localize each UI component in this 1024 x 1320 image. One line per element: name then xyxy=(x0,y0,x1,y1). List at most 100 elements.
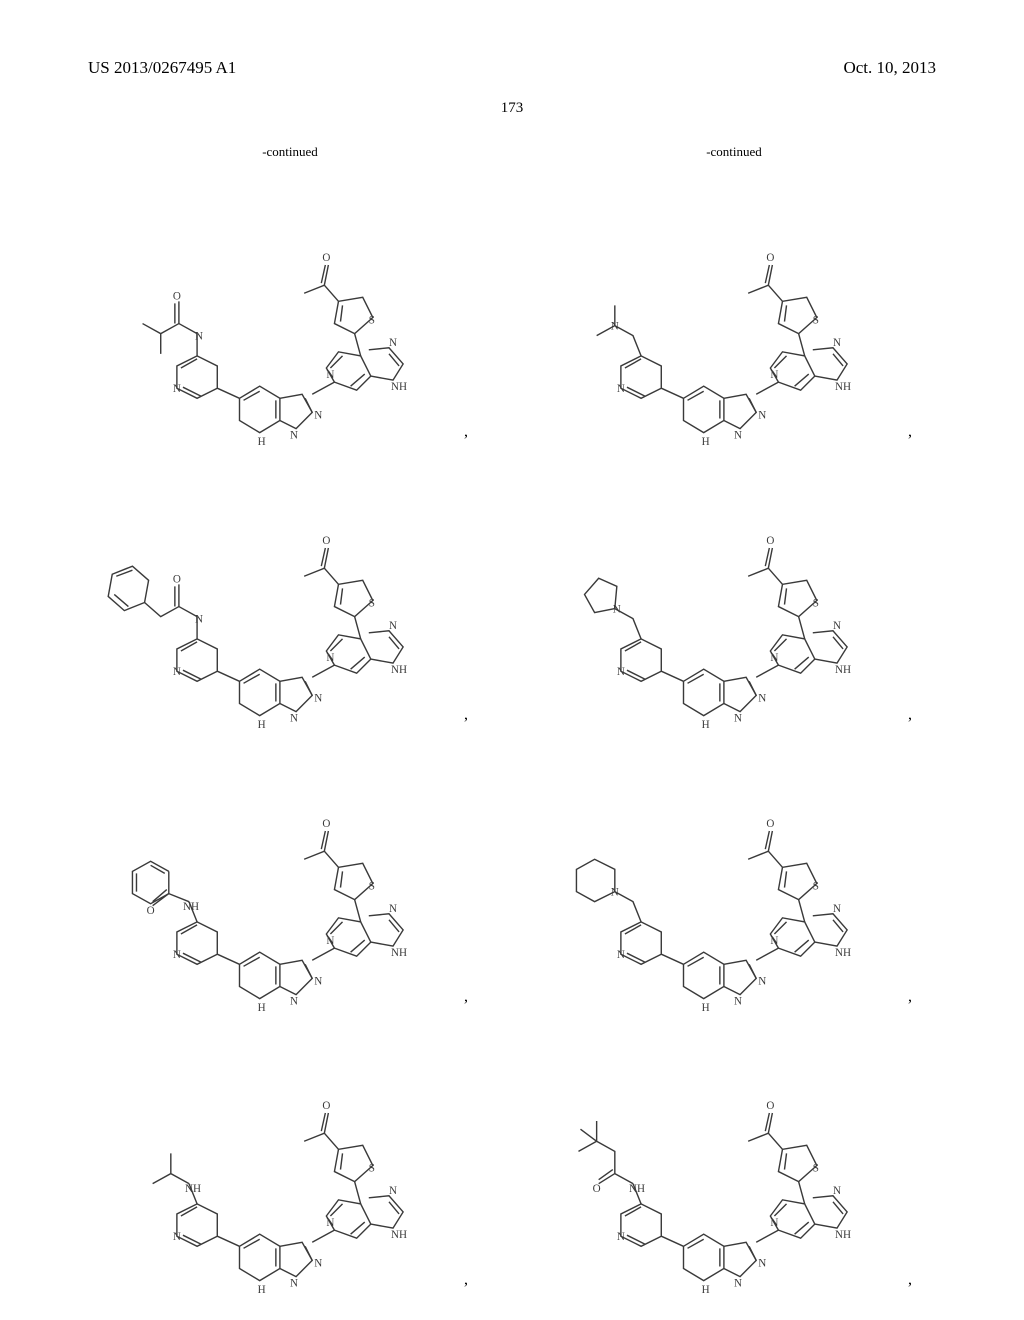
svg-text:N: N xyxy=(326,369,334,381)
svg-text:N: N xyxy=(389,337,397,349)
structure-L1: N H N N NH N S O N N O , xyxy=(88,166,492,449)
separator: , xyxy=(464,423,468,441)
page-number: 173 xyxy=(0,100,1024,117)
svg-text:O: O xyxy=(147,904,155,916)
svg-text:N: N xyxy=(617,1232,625,1244)
svg-text:N: N xyxy=(389,620,397,632)
svg-text:N: N xyxy=(290,1278,298,1290)
svg-text:NH: NH xyxy=(835,947,851,959)
svg-text:O: O xyxy=(766,535,774,547)
svg-text:S: S xyxy=(369,597,375,609)
svg-text:N: N xyxy=(314,1258,322,1270)
svg-text:O: O xyxy=(322,252,330,264)
page-header: US 2013/0267495 A1 Oct. 10, 2013 xyxy=(0,58,1024,78)
separator: , xyxy=(464,706,468,724)
separator: , xyxy=(464,988,468,1006)
svg-text:N: N xyxy=(173,1232,181,1244)
svg-text:N: N xyxy=(326,935,334,947)
svg-text:S: S xyxy=(369,1163,375,1175)
svg-text:O: O xyxy=(766,252,774,264)
svg-text:N: N xyxy=(734,1278,742,1290)
svg-text:N: N xyxy=(833,1185,841,1197)
svg-text:N: N xyxy=(173,666,181,678)
svg-text:O: O xyxy=(322,818,330,830)
continued-label-right: -continued xyxy=(532,144,936,160)
svg-text:N: N xyxy=(173,383,181,395)
svg-text:N: N xyxy=(611,321,619,333)
svg-text:NH: NH xyxy=(391,947,407,959)
separator: , xyxy=(908,988,912,1006)
structure-L2: N H N N NH N S O N N O , xyxy=(88,449,492,732)
svg-text:NH: NH xyxy=(629,1183,645,1195)
svg-text:N: N xyxy=(758,409,766,421)
svg-text:O: O xyxy=(322,535,330,547)
svg-text:N: N xyxy=(833,902,841,914)
continued-label-left: -continued xyxy=(88,144,492,160)
svg-text:N: N xyxy=(734,430,742,442)
svg-text:N: N xyxy=(758,692,766,704)
svg-text:S: S xyxy=(813,880,819,892)
svg-text:S: S xyxy=(813,1163,819,1175)
structure-L4: N H N N NH N S O N NH , xyxy=(88,1014,492,1297)
svg-text:NH: NH xyxy=(391,1230,407,1242)
svg-text:N: N xyxy=(770,369,778,381)
svg-text:NH: NH xyxy=(183,900,199,912)
svg-text:NH: NH xyxy=(185,1183,201,1195)
svg-text:N: N xyxy=(734,995,742,1007)
svg-text:N: N xyxy=(290,430,298,442)
svg-text:NH: NH xyxy=(835,381,851,393)
structure-R3: N H N N NH N S O N N , xyxy=(532,732,936,1015)
svg-text:N: N xyxy=(195,614,203,626)
svg-text:O: O xyxy=(766,1100,774,1112)
svg-text:N: N xyxy=(389,1185,397,1197)
svg-text:N: N xyxy=(617,949,625,961)
svg-text:H: H xyxy=(258,436,266,448)
svg-text:N: N xyxy=(314,692,322,704)
separator: , xyxy=(908,706,912,724)
structure-L3: N H N N NH N S O N NH O , xyxy=(88,732,492,1015)
svg-text:S: S xyxy=(813,315,819,327)
svg-text:H: H xyxy=(702,1001,710,1013)
svg-text:H: H xyxy=(258,719,266,731)
svg-text:N: N xyxy=(173,949,181,961)
left-structures: N H N N NH N S O N N O , xyxy=(88,166,492,1297)
right-structures: N H N N NH N S O N N , xyxy=(532,166,936,1297)
svg-text:N: N xyxy=(758,975,766,987)
svg-text:H: H xyxy=(258,1001,266,1013)
svg-text:NH: NH xyxy=(391,381,407,393)
content-area: -continued xyxy=(88,140,936,1280)
svg-text:O: O xyxy=(766,818,774,830)
publication-date: Oct. 10, 2013 xyxy=(843,58,936,78)
svg-text:N: N xyxy=(833,620,841,632)
svg-text:N: N xyxy=(314,975,322,987)
svg-text:O: O xyxy=(173,573,181,585)
svg-text:H: H xyxy=(702,1284,710,1296)
structure-R1: N H N N NH N S O N N , xyxy=(532,166,936,449)
svg-text:N: N xyxy=(770,1217,778,1229)
svg-text:O: O xyxy=(173,290,181,302)
svg-text:N: N xyxy=(389,902,397,914)
svg-text:NH: NH xyxy=(835,664,851,676)
svg-text:N: N xyxy=(770,935,778,947)
svg-text:O: O xyxy=(322,1100,330,1112)
svg-text:N: N xyxy=(290,995,298,1007)
separator: , xyxy=(908,423,912,441)
structure-R2: N H N N NH N S O N N , xyxy=(532,449,936,732)
right-column: -continued xyxy=(532,140,936,1280)
svg-text:O: O xyxy=(593,1183,601,1195)
svg-text:N: N xyxy=(758,1258,766,1270)
svg-text:N: N xyxy=(734,712,742,724)
svg-text:S: S xyxy=(813,597,819,609)
svg-text:H: H xyxy=(258,1284,266,1296)
svg-text:N: N xyxy=(290,712,298,724)
svg-text:N: N xyxy=(326,1217,334,1229)
svg-text:H: H xyxy=(702,719,710,731)
svg-text:H: H xyxy=(702,436,710,448)
left-column: -continued xyxy=(88,140,492,1280)
svg-text:N: N xyxy=(770,652,778,664)
svg-text:N: N xyxy=(195,331,203,343)
svg-text:NH: NH xyxy=(835,1230,851,1242)
structure-R4: N H N N NH N S O N NH O , xyxy=(532,1014,936,1297)
patent-number: US 2013/0267495 A1 xyxy=(88,58,236,78)
svg-text:NH: NH xyxy=(391,664,407,676)
